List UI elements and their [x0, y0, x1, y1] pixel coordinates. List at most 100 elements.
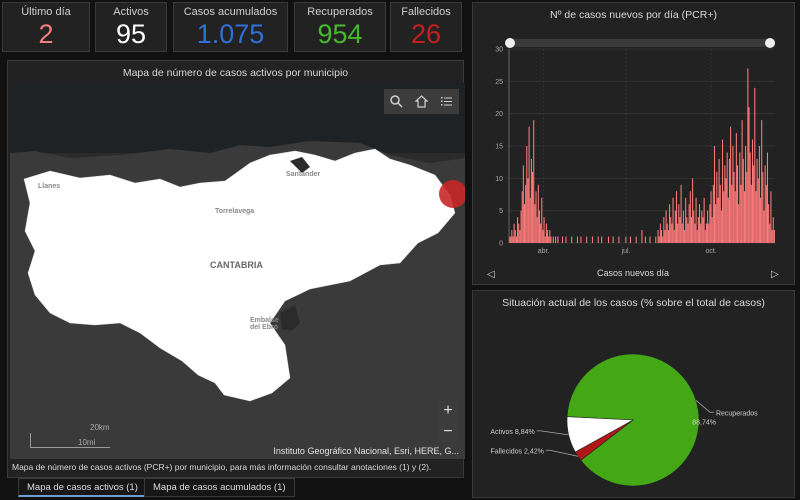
bar[interactable]	[755, 191, 757, 243]
bar[interactable]	[571, 236, 573, 243]
bar[interactable]	[520, 210, 522, 243]
bar[interactable]	[561, 236, 564, 243]
bar[interactable]	[757, 178, 759, 243]
bar[interactable]	[711, 217, 713, 243]
bar[interactable]	[625, 236, 627, 243]
bar[interactable]	[662, 236, 664, 243]
home-icon[interactable]	[409, 89, 434, 114]
search-icon[interactable]	[384, 89, 409, 114]
bar[interactable]	[543, 217, 545, 243]
bar[interactable]	[732, 146, 734, 243]
bar[interactable]	[540, 223, 542, 243]
bar[interactable]	[515, 236, 517, 243]
bar[interactable]	[665, 210, 667, 243]
bar[interactable]	[758, 146, 760, 243]
bar[interactable]	[701, 210, 703, 243]
bar[interactable]	[521, 191, 523, 243]
bar[interactable]	[534, 204, 536, 243]
bar[interactable]	[750, 184, 752, 243]
bar[interactable]	[754, 87, 756, 243]
bar[interactable]	[509, 236, 511, 243]
bar[interactable]	[705, 223, 707, 243]
bar[interactable]	[692, 178, 694, 243]
zoom-in-button[interactable]: +	[437, 401, 459, 421]
bar[interactable]	[730, 126, 732, 243]
bar[interactable]	[544, 236, 546, 243]
bar[interactable]	[748, 107, 750, 243]
bar[interactable]	[761, 120, 763, 243]
bar[interactable]	[679, 217, 681, 243]
bar[interactable]	[715, 204, 717, 243]
bar[interactable]	[541, 197, 543, 243]
bar[interactable]	[678, 204, 680, 243]
bar[interactable]	[682, 210, 684, 243]
bar[interactable]	[684, 230, 686, 243]
bar[interactable]	[722, 139, 724, 243]
bar[interactable]	[580, 236, 582, 243]
bar[interactable]	[694, 223, 696, 243]
nav-prev-icon[interactable]: ◁	[487, 269, 495, 280]
map-canvas[interactable]: Llanes Santander Torrelavega CANTABRIA E…	[10, 83, 465, 459]
bar[interactable]	[511, 230, 513, 243]
bar[interactable]	[526, 146, 528, 243]
bar[interactable]	[741, 120, 743, 243]
bar[interactable]	[773, 230, 775, 243]
bar[interactable]	[675, 191, 678, 243]
bar[interactable]	[663, 217, 665, 243]
range-slider-handle-left[interactable]	[505, 38, 515, 48]
bar[interactable]	[725, 178, 727, 243]
bar[interactable]	[713, 146, 716, 243]
bar[interactable]	[697, 217, 699, 243]
bar[interactable]	[693, 210, 695, 243]
active-cases-hotspot[interactable]	[439, 180, 465, 208]
bar[interactable]	[702, 217, 704, 243]
bar[interactable]	[719, 184, 721, 243]
bar[interactable]	[707, 210, 709, 243]
bar[interactable]	[771, 230, 773, 243]
bar[interactable]	[724, 165, 726, 243]
bar[interactable]	[629, 236, 631, 243]
bar[interactable]	[523, 204, 526, 243]
bar[interactable]	[680, 184, 682, 243]
bar[interactable]	[510, 236, 512, 243]
bar[interactable]	[542, 230, 544, 243]
tab-mapa-casos-acumulados[interactable]: Mapa de casos acumulados (1)	[144, 478, 295, 497]
bar[interactable]	[537, 184, 539, 243]
bar[interactable]	[681, 223, 683, 243]
bar[interactable]	[768, 204, 770, 243]
bar[interactable]	[649, 236, 651, 243]
bar[interactable]	[749, 152, 751, 243]
bar[interactable]	[764, 165, 766, 243]
bar[interactable]	[576, 236, 578, 243]
bar[interactable]	[514, 230, 516, 243]
bar[interactable]	[738, 204, 740, 243]
tab-mapa-casos-activos[interactable]: Mapa de casos activos (1)	[18, 478, 147, 497]
bar[interactable]	[716, 171, 718, 243]
bar[interactable]	[690, 217, 692, 243]
bar[interactable]	[772, 217, 774, 243]
bar[interactable]	[737, 165, 739, 243]
bar[interactable]	[674, 210, 676, 243]
bar[interactable]	[518, 223, 520, 243]
bar[interactable]	[530, 158, 532, 243]
bar[interactable]	[756, 158, 758, 243]
bar[interactable]	[538, 210, 540, 243]
bar[interactable]	[525, 184, 527, 243]
bar[interactable]	[743, 191, 745, 243]
bar[interactable]	[677, 223, 679, 243]
bar[interactable]	[704, 230, 706, 243]
bar[interactable]	[751, 139, 754, 243]
bar[interactable]	[512, 236, 514, 243]
bar[interactable]	[718, 158, 720, 243]
bar[interactable]	[753, 165, 755, 243]
legend-list-icon[interactable]	[434, 89, 459, 114]
bar[interactable]	[720, 210, 722, 243]
bar[interactable]	[723, 191, 725, 243]
bar[interactable]	[689, 191, 691, 243]
bar[interactable]	[686, 217, 688, 243]
bar[interactable]	[770, 191, 772, 243]
bar[interactable]	[733, 171, 735, 243]
bar[interactable]	[597, 236, 599, 243]
bar[interactable]	[608, 236, 610, 243]
bar[interactable]	[666, 223, 668, 243]
